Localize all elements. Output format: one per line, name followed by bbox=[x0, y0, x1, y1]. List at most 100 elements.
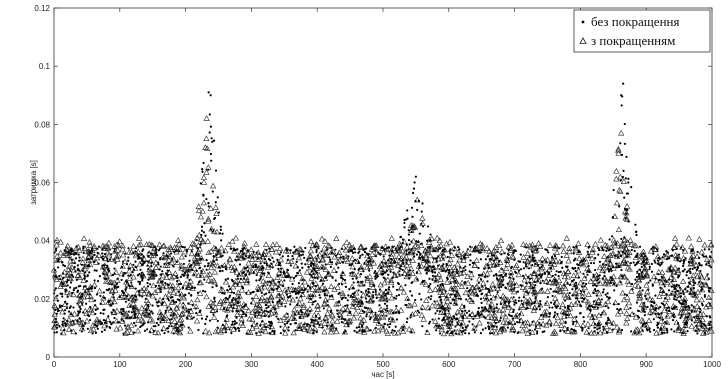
dot-marker bbox=[441, 264, 444, 268]
dot-marker bbox=[431, 278, 434, 281]
triangle-marker bbox=[86, 249, 93, 255]
dot-marker bbox=[663, 304, 666, 307]
dot-marker bbox=[438, 247, 441, 250]
dot-marker bbox=[183, 271, 187, 275]
triangle-marker bbox=[314, 284, 321, 290]
triangle-marker bbox=[551, 261, 558, 267]
triangle-marker bbox=[382, 294, 389, 301]
legend-label-series-2: з покращенням bbox=[591, 33, 675, 48]
dot-marker bbox=[151, 312, 154, 315]
dot-marker bbox=[629, 307, 632, 310]
dot-marker bbox=[251, 297, 254, 300]
dot-marker bbox=[79, 296, 82, 299]
triangle-marker bbox=[309, 242, 316, 248]
dot-marker bbox=[81, 295, 84, 298]
triangle-marker bbox=[491, 315, 498, 321]
triangle-marker bbox=[572, 289, 579, 295]
dot-marker bbox=[417, 199, 420, 202]
dot-marker bbox=[241, 248, 244, 251]
dot-marker bbox=[588, 305, 591, 308]
dot-marker bbox=[623, 196, 626, 199]
dot-marker bbox=[617, 250, 620, 253]
dot-marker bbox=[545, 260, 548, 263]
dot-marker bbox=[681, 332, 684, 335]
dot-marker bbox=[708, 323, 711, 327]
dot-marker bbox=[614, 254, 617, 257]
triangle-marker bbox=[154, 287, 162, 293]
dot-marker bbox=[215, 284, 218, 288]
dot-marker bbox=[386, 309, 389, 313]
dot-marker bbox=[428, 284, 431, 288]
triangle-marker bbox=[577, 279, 584, 286]
dot-marker bbox=[136, 274, 139, 277]
dot-marker bbox=[127, 247, 130, 250]
triangle-marker bbox=[163, 283, 170, 289]
dot-marker bbox=[54, 308, 57, 311]
dot-marker bbox=[473, 246, 477, 249]
dot-marker bbox=[325, 276, 328, 279]
dot-marker bbox=[218, 270, 221, 273]
triangle-marker bbox=[303, 309, 310, 315]
dot-marker bbox=[501, 280, 504, 283]
dot-marker bbox=[272, 306, 275, 309]
triangle-marker bbox=[318, 235, 326, 242]
triangle-marker bbox=[322, 296, 329, 303]
dot-marker bbox=[296, 266, 299, 269]
dot-marker bbox=[594, 289, 597, 293]
dot-marker bbox=[410, 206, 414, 209]
triangle-marker bbox=[510, 326, 517, 332]
triangle-marker bbox=[208, 248, 215, 254]
dot-marker bbox=[351, 271, 354, 274]
dot-marker bbox=[314, 290, 317, 293]
dot-marker bbox=[415, 253, 418, 256]
triangle-marker bbox=[113, 241, 121, 248]
dot-marker bbox=[680, 315, 683, 318]
dot-marker bbox=[154, 284, 158, 288]
dot-marker bbox=[394, 311, 397, 314]
dot-marker bbox=[200, 225, 204, 228]
triangle-marker bbox=[628, 288, 635, 294]
dot-marker bbox=[557, 270, 560, 274]
dot-marker bbox=[677, 327, 680, 330]
dot-marker bbox=[120, 308, 124, 311]
dot-marker bbox=[453, 302, 456, 305]
dot-marker bbox=[498, 286, 501, 289]
dot-marker bbox=[637, 275, 640, 278]
dot-marker bbox=[626, 192, 630, 195]
dot-marker bbox=[624, 252, 627, 255]
dot-marker bbox=[582, 316, 585, 319]
dot-marker bbox=[474, 314, 477, 318]
triangle-marker bbox=[289, 296, 296, 303]
dot-marker bbox=[510, 265, 514, 268]
triangle-marker bbox=[133, 306, 140, 313]
dot-marker bbox=[242, 312, 245, 316]
triangle-marker bbox=[117, 324, 124, 331]
dot-marker bbox=[649, 313, 652, 316]
dot-marker bbox=[349, 249, 352, 252]
triangle-marker bbox=[553, 249, 561, 255]
dot-marker bbox=[495, 273, 498, 276]
dot-marker bbox=[297, 292, 300, 295]
dot-marker bbox=[212, 139, 216, 142]
dot-marker bbox=[627, 177, 630, 180]
dot-marker bbox=[498, 260, 501, 263]
dot-marker bbox=[665, 309, 668, 312]
dot-marker bbox=[300, 250, 303, 253]
triangle-marker bbox=[538, 314, 545, 320]
dot-marker bbox=[572, 328, 576, 332]
dot-marker bbox=[122, 292, 126, 295]
triangle-marker bbox=[560, 248, 567, 254]
dot-marker bbox=[245, 332, 249, 335]
dot-marker bbox=[672, 316, 676, 319]
triangle-marker bbox=[425, 239, 433, 245]
dot-marker bbox=[226, 277, 230, 280]
triangle-marker bbox=[304, 308, 311, 314]
triangle-marker bbox=[615, 226, 623, 232]
dot-marker bbox=[595, 294, 598, 297]
dot-marker bbox=[318, 317, 321, 320]
dot-marker bbox=[141, 295, 144, 298]
dot-marker bbox=[640, 265, 643, 268]
triangle-marker bbox=[591, 313, 599, 320]
dot-marker bbox=[453, 293, 456, 296]
dot-marker bbox=[326, 304, 329, 307]
